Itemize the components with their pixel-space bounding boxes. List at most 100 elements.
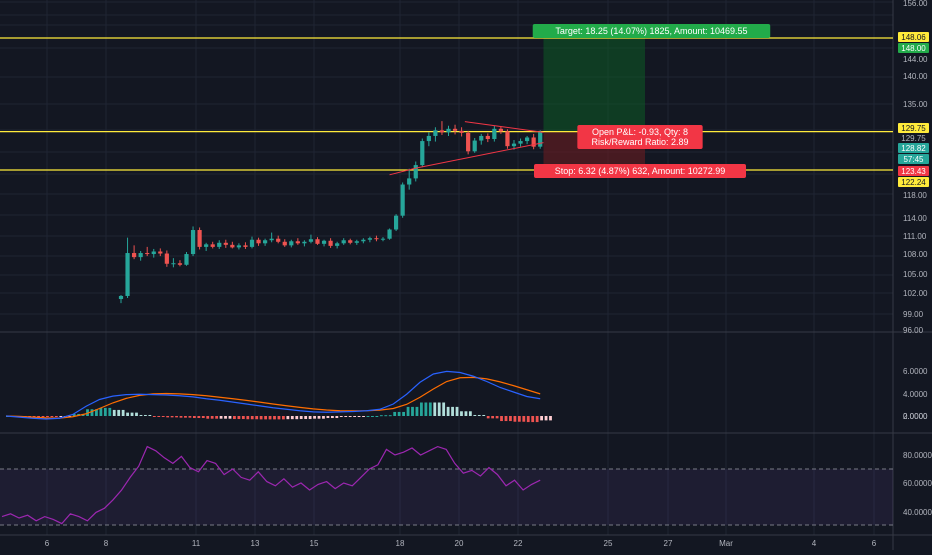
candle-body	[204, 244, 209, 247]
time-axis-tick: 4	[812, 539, 817, 548]
candle-body	[407, 178, 412, 185]
macd-histogram-bar	[540, 416, 543, 421]
candle-body	[498, 128, 503, 132]
price-tag: 129.75	[901, 124, 926, 133]
price-axis-tick: 156.00	[903, 0, 928, 8]
macd-histogram-bar	[366, 416, 370, 417]
macd-histogram-bar	[268, 416, 272, 420]
time-axis-tick: 18	[396, 539, 405, 548]
macd-histogram-bar	[500, 416, 503, 422]
candle-body	[525, 137, 530, 142]
price-tag: 123.43	[901, 167, 926, 176]
macd-histogram-bar	[522, 416, 526, 422]
candle-body	[492, 128, 497, 140]
macd-histogram-bar	[313, 416, 316, 419]
price-tag: 129.75	[901, 134, 926, 143]
price-tag-box	[898, 154, 929, 164]
macd-histogram-bar	[322, 416, 325, 419]
macd-histogram-bar	[255, 416, 259, 420]
macd-histogram-bar	[482, 414, 486, 416]
macd-histogram-bar	[486, 416, 490, 419]
macd-histogram-bar	[299, 416, 303, 420]
stop-label: Stop: 6.32 (4.87%) 632, Amount: 10272.99	[555, 166, 726, 176]
macd-histogram-bar	[112, 409, 116, 416]
profit-zone	[543, 38, 645, 132]
candle-body	[446, 128, 451, 133]
price-axis-tick: 111.00	[903, 232, 927, 241]
candle-body	[295, 241, 300, 244]
candle-body	[479, 135, 484, 141]
candle-body	[538, 131, 543, 147]
price-tag: 148.00	[901, 44, 926, 53]
price-tag-box	[898, 43, 929, 53]
candle-body	[348, 240, 353, 243]
macd-histogram-bar	[152, 416, 156, 417]
macd-histogram-bar	[433, 402, 437, 416]
macd-histogram-bar	[544, 416, 548, 421]
macd-histogram-bar	[184, 416, 187, 418]
macd-histogram-bar	[362, 416, 365, 417]
candle-body	[230, 244, 235, 248]
candle-body	[158, 251, 163, 254]
macd-signal-line	[5, 376, 541, 419]
macd-histogram-bar	[460, 411, 463, 416]
candle-body	[531, 137, 536, 147]
price-tag-box	[898, 177, 929, 187]
macd-histogram-bar	[135, 412, 138, 416]
candle-body	[282, 241, 287, 246]
candle-body	[367, 238, 372, 240]
candle-body	[420, 141, 425, 166]
macd-histogram-bar	[179, 416, 183, 418]
candle-body	[380, 238, 386, 240]
candle-body	[236, 245, 241, 248]
macd-histogram-bar	[397, 411, 401, 416]
target-label: Target: 18.25 (14.07%) 1825, Amount: 104…	[555, 26, 747, 36]
price-tag: 148.06	[901, 33, 926, 42]
macd-histogram-bar	[237, 416, 241, 420]
price-axis-tick: 99.00	[903, 310, 924, 319]
macd-histogram-bar	[144, 414, 147, 416]
macd-histogram-bar	[215, 416, 219, 419]
open-pnl-label: Risk/Reward Ratio: 2.89	[591, 137, 688, 147]
candle-body	[485, 135, 490, 140]
macd-histogram-bar	[282, 416, 285, 420]
macd-histogram-bar	[175, 416, 178, 418]
target-label-box	[532, 24, 771, 38]
candle-body	[328, 240, 333, 246]
candle-body	[125, 253, 130, 296]
macd-histogram-bar	[90, 409, 94, 416]
macd-histogram-bar	[388, 415, 392, 417]
time-axis-tick: 25	[604, 539, 613, 548]
macd-histogram-bar	[424, 402, 428, 416]
candle-body	[132, 253, 137, 258]
macd-histogram-bar	[161, 416, 165, 417]
macd-histogram-bar	[170, 416, 174, 418]
macd-histogram-bar	[219, 416, 223, 419]
macd-histogram-bar	[37, 416, 40, 418]
candle-body	[321, 240, 327, 244]
macd-histogram-bar	[99, 407, 103, 416]
macd-histogram-bar	[402, 411, 405, 416]
macd-histogram-bar	[241, 416, 245, 420]
macd-histogram-bar	[59, 416, 63, 417]
rsi-axis-tick: 40.0000	[903, 508, 932, 517]
macd-histogram-bar	[357, 416, 361, 417]
candle-body	[439, 130, 445, 133]
price-tag-box	[898, 133, 929, 143]
macd-axis-tick: 6.0000	[903, 367, 928, 376]
candle-body	[335, 243, 340, 246]
macd-histogram-bar	[117, 409, 121, 416]
triangle-trendline	[415, 142, 544, 169]
candle-body	[394, 215, 399, 230]
macd-histogram-bar	[224, 416, 227, 419]
triangle-trendline	[464, 121, 544, 133]
time-axis-tick: Mar	[719, 539, 733, 548]
time-axis-tick: 6	[872, 539, 877, 548]
macd-axis-tick: 4.0000	[903, 390, 928, 399]
candle-body	[459, 130, 464, 133]
macd-histogram-bar	[121, 409, 125, 416]
price-tag: 122.24	[901, 178, 926, 187]
macd-histogram-bar	[491, 416, 495, 419]
